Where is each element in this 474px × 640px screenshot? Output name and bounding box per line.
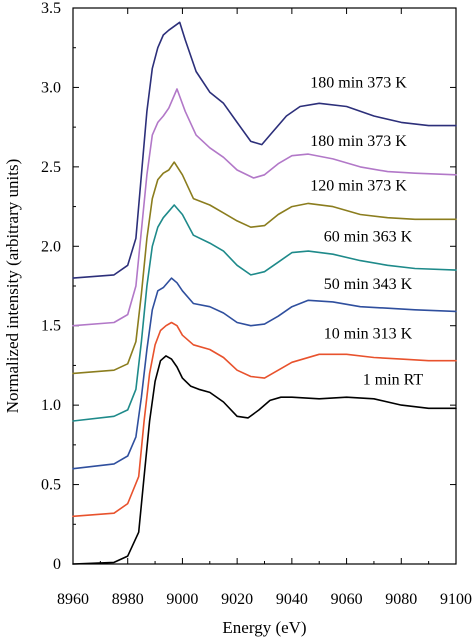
series-line-6 (72, 21, 457, 279)
x-tick-label-5: 9060 (331, 591, 363, 608)
y-tick-label-0: 0 (53, 556, 61, 573)
series-line-2 (72, 277, 457, 470)
series-label-2: 50 min 343 K (324, 276, 413, 293)
y-tick-label-3: 1.5 (41, 318, 61, 335)
x-tick-label-1: 8980 (112, 591, 144, 608)
x-tick-label-0: 8960 (57, 591, 89, 608)
series-label-6: 180 min 373 K (310, 74, 407, 91)
series-line-1 (72, 321, 457, 518)
y-tick-label-4: 2.0 (41, 238, 61, 255)
y-tick-label-7: 3.5 (41, 0, 61, 17)
y-tick-label-2: 1.0 (41, 397, 61, 414)
y-axis-label: Normalized intensity (arbitrary units) (3, 159, 22, 413)
series-label-0: 1 min RT (363, 371, 424, 388)
x-tick-label-2: 9000 (166, 591, 198, 608)
x-tick-label-6: 9080 (385, 591, 417, 608)
series-label-1: 10 min 313 K (324, 325, 413, 342)
axes: 8960 8980 9000 9020 9040 9060 9080 9100 0 0.5 1.0 1… (41, 0, 472, 608)
series-line-3 (72, 204, 457, 422)
series-layer (72, 21, 457, 565)
series-labels: 1 min RT 10 min 313 K 50 min 343 K 60 min 3… (310, 74, 423, 388)
y-tick-label-1: 0.5 (41, 477, 61, 494)
x-tick-label-3: 9020 (221, 591, 253, 608)
series-label-4: 120 min 373 K (310, 178, 407, 195)
x-tick-label-4: 9040 (276, 591, 308, 608)
y-tick-label-6: 3.0 (41, 79, 61, 96)
series-line-0 (72, 355, 457, 565)
x-axis-label: Energy (eV) (222, 618, 306, 637)
x-tick-label-7: 9100 (440, 591, 472, 608)
series-label-5: 180 min 373 K (310, 133, 407, 150)
y-tick-label-5: 2.5 (41, 159, 61, 176)
series-line-5 (72, 88, 457, 327)
series-line-4 (72, 161, 457, 375)
series-label-3: 60 min 363 K (324, 229, 413, 246)
